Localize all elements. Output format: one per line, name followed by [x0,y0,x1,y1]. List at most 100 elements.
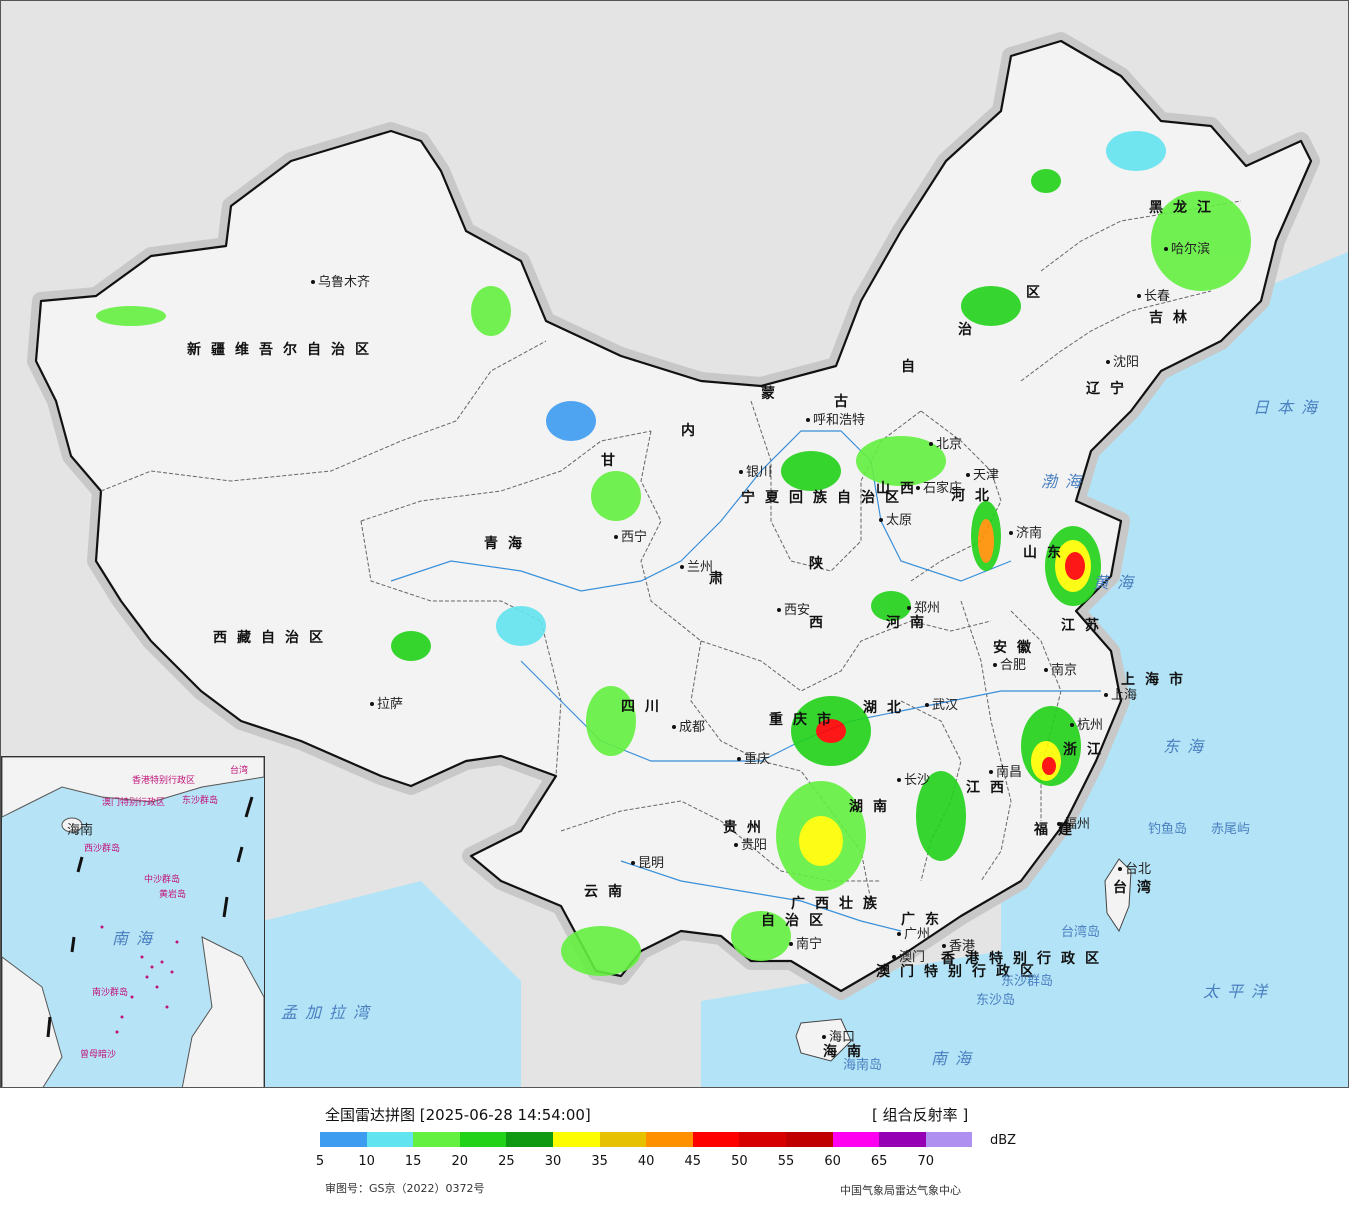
city-dot-icon [737,756,741,761]
inset-label: 曾母暗沙 [80,1047,116,1060]
province-label: 内 [681,420,705,440]
city-label-text: 香港 [949,939,976,954]
province-label: 四川 [621,696,669,716]
province-label: 宁夏回族自治区 [741,487,909,507]
city-label-text: 长沙 [904,773,931,788]
color-bar [320,1132,973,1147]
city-label-text: 银川 [746,465,773,480]
city-label-text: 南昌 [996,765,1023,780]
city-label: 哈尔滨 [1161,238,1210,257]
tick-label: 35 [591,1154,608,1169]
tick-label: 60 [824,1154,841,1169]
city-dot-icon [925,702,929,707]
city-label: 重庆 [734,748,770,767]
city-label-text: 长春 [1144,289,1171,304]
province-label: 陕 [809,553,833,573]
city-label-text: 广州 [904,927,931,942]
province-label: 安徽 [993,637,1041,657]
inset-label: 黄岩岛 [159,887,186,900]
province-label: 蒙 [761,383,785,403]
province-label: 黑龙江 [1149,197,1221,217]
city-label: 贵阳 [731,834,767,853]
province-label-text: 山西 [876,481,924,497]
tick-label: 10 [358,1154,375,1169]
city-dot-icon [989,769,993,774]
city-label: 香港 [939,935,975,954]
city-label-text: 合肥 [1000,658,1027,673]
province-label: 云南 [584,881,632,901]
tick-label: 40 [637,1154,655,1169]
province-label-text: 安徽 [993,640,1041,656]
color-swatch [320,1132,367,1147]
province-label-text: 青海 [484,536,532,552]
legend-title: 全国雷达拼图 [2025-06-28 14:54:00] [325,1106,591,1124]
inset-label: 南沙群岛 [92,985,128,998]
product-label: [ 组合反射率 ] [872,1106,969,1124]
inset-label: 澳门特别行政区 [102,795,165,808]
tick-label: 45 [684,1154,702,1169]
province-label: 甘 [601,450,625,470]
sea-label-text: 孟加拉湾 [281,1003,378,1022]
city-label: 济南 [1006,522,1042,541]
city-label: 合肥 [990,654,1026,673]
city-label-text: 郑州 [914,601,941,616]
sea-label: 东海 [1163,733,1211,757]
color-swatch [366,1132,414,1147]
province-label: 福建 [1034,819,1082,839]
inset-label: 东沙群岛 [182,793,218,806]
city-dot-icon [806,417,810,422]
sea-label-text: 日本海 [1253,398,1326,417]
province-label-text: 自治区 [761,913,833,929]
province-label: 山西 [876,478,924,498]
province-label-text: 吉林 [1149,310,1197,326]
province-label: 区 [1026,282,1050,302]
city-dot-icon [966,472,970,477]
radar-echoes [96,131,1251,976]
province-label: 河南 [886,612,934,632]
island-label-text: 东沙群岛 [1001,974,1054,989]
city-label: 西安 [774,599,810,618]
province-label-text: 澳门特别行政区 [876,964,1044,980]
province-label-text: 宁夏回族自治区 [741,490,909,506]
city-dot-icon [822,1034,826,1039]
city-dot-icon [1137,293,1141,298]
inset-label: 海南 [67,819,93,838]
province-label: 海南 [823,1041,871,1061]
color-swatch [832,1132,880,1147]
province-label: 新疆维吾尔自治区 [187,339,379,359]
province-label-text: 河南 [886,615,934,631]
province-label-text: 黑龙江 [1149,200,1221,216]
tick-label: 30 [544,1154,562,1169]
province-label-text: 浙江 [1063,742,1111,758]
tick-label: 15 [404,1154,422,1169]
city-label-text: 呼和浩特 [813,413,866,428]
province-label-text: 湖南 [849,799,897,815]
province-label: 广东 [901,909,949,929]
color-swatch [646,1132,693,1147]
province-label: 浙江 [1063,739,1111,759]
province-label-text: 广西壮族 [791,896,887,912]
province-label: 自治区 [761,910,833,930]
city-label: 杭州 [1067,714,1103,733]
sea-label: 孟加拉湾 [281,999,377,1023]
inset-label: 西沙群岛 [84,841,120,854]
province-label: 江苏 [1061,615,1109,635]
city-dot-icon [1104,692,1108,697]
province-label: 吉林 [1149,307,1197,327]
province-label-text: 贵州 [723,820,771,836]
city-dot-icon [907,605,911,610]
island-label-text: 钓鱼岛 [1148,822,1188,837]
city-dot-icon [631,860,635,865]
island-label: 东沙群岛 [1001,970,1053,989]
city-label: 太原 [876,509,912,528]
city-dot-icon [777,607,781,612]
city-label-text: 南京 [1051,663,1078,678]
color-swatch [506,1132,553,1147]
unit-label: dBZ [990,1133,1017,1148]
inset-label-text: 东沙群岛 [182,796,219,806]
inset-label: 中沙群岛 [144,872,180,885]
city-label-text: 贵阳 [741,838,768,853]
province-label-text: 自 [901,359,925,375]
radar-map[interactable]: 乌鲁木齐 拉萨 西宁 兰州 银川 呼和浩特 北京 天津 石家庄 太原 济南 西安 郑州 哈尔滨 长春 沈阳 合肥… [0,0,1349,1088]
island-label: 东沙岛 [976,989,1015,1008]
